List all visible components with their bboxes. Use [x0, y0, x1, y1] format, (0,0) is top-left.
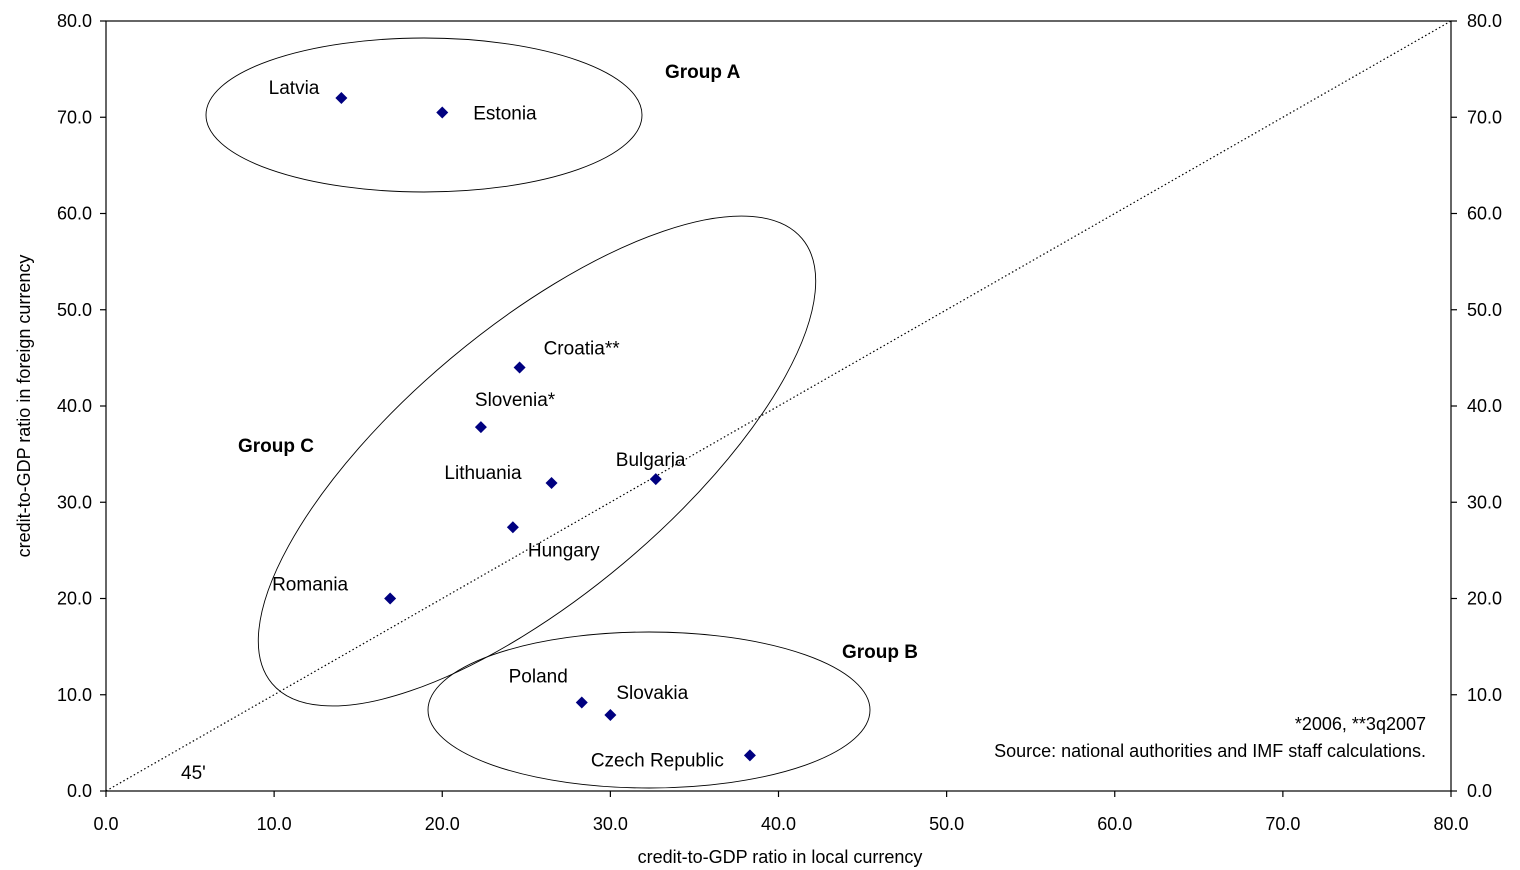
x-tick-label: 20.0 [425, 814, 460, 834]
group-c-ellipse [257, 215, 817, 707]
data-point-label: Romania [272, 575, 348, 596]
plot-area [105, 20, 1452, 792]
y2-tick-label: 40.0 [1467, 396, 1502, 416]
x-tick-label: 10.0 [257, 814, 292, 834]
data-point [474, 421, 487, 434]
y-tick-label: 0.0 [67, 781, 92, 801]
y2-tick-label: 80.0 [1467, 11, 1502, 31]
data-point [575, 696, 588, 709]
x-tick-label: 30.0 [593, 814, 628, 834]
ref-line-label: 45' [181, 763, 206, 784]
data-point-label: Lithuania [444, 463, 522, 484]
x-tick-label: 40.0 [761, 814, 796, 834]
y2-tick-label: 60.0 [1467, 204, 1502, 224]
data-point [436, 106, 449, 119]
data-point-label: Hungary [528, 540, 600, 561]
data-point [513, 361, 526, 374]
y2-tick-label: 30.0 [1467, 492, 1502, 512]
y2-tick-label: 50.0 [1467, 300, 1502, 320]
data-point [506, 521, 519, 534]
data-point-label: Slovenia* [475, 390, 556, 411]
group-b-label: Group B [842, 642, 918, 663]
data-point [743, 749, 756, 762]
data-point [649, 473, 662, 486]
x-tick-label: 0.0 [93, 814, 118, 834]
y-tick-label: 70.0 [57, 107, 92, 127]
data-point [545, 477, 558, 489]
x-axis-title: credit-to-GDP ratio in local currency [638, 847, 923, 867]
group-a-ellipse [205, 37, 643, 193]
data-point-label: Czech Republic [591, 750, 724, 771]
group-b-ellipse [427, 631, 871, 789]
data-point-label: Bulgaria [616, 450, 686, 471]
group-a-label: Group A [665, 62, 741, 83]
group-c-label: Group C [238, 436, 314, 457]
x-tick-label: 80.0 [1433, 814, 1468, 834]
x-tick-label: 70.0 [1265, 814, 1300, 834]
x-tick-label: 50.0 [929, 814, 964, 834]
data-point [335, 92, 348, 104]
y-tick-label: 50.0 [57, 300, 92, 320]
data-point-label: Poland [509, 666, 568, 687]
data-point-label: Croatia** [544, 339, 621, 360]
data-point-label: Estonia [473, 103, 537, 124]
y-axis-title: credit-to-GDP ratio in foreign currency [14, 255, 34, 558]
x-tick-label: 60.0 [1097, 814, 1132, 834]
data-points: Latvia Estonia Croatia** Slovenia* Lithuania… [269, 78, 756, 771]
y-tick-label: 60.0 [57, 204, 92, 224]
footnote: *2006, **3q2007 [1295, 714, 1426, 734]
group-ellipses [205, 37, 871, 789]
y2-tick-label: 10.0 [1467, 685, 1502, 705]
axis-ticks: 0.0 10.0 20.0 30.0 40.0 50.0 60.0 70.0 80.00.0 0.… [57, 11, 1502, 834]
y-tick-label: 10.0 [57, 685, 92, 705]
data-point [604, 708, 617, 721]
data-point-label: Slovakia [616, 683, 688, 704]
data-point-label: Latvia [269, 78, 320, 99]
data-point [384, 592, 397, 605]
y-tick-label: 80.0 [57, 11, 92, 31]
y2-tick-label: 20.0 [1467, 589, 1502, 609]
y2-tick-label: 70.0 [1467, 107, 1502, 127]
y2-tick-label: 0.0 [1467, 781, 1492, 801]
y-tick-label: 20.0 [57, 589, 92, 609]
y-tick-label: 40.0 [57, 396, 92, 416]
y-tick-label: 30.0 [57, 492, 92, 512]
source-note: Source: national authorities and IMF sta… [994, 741, 1426, 761]
